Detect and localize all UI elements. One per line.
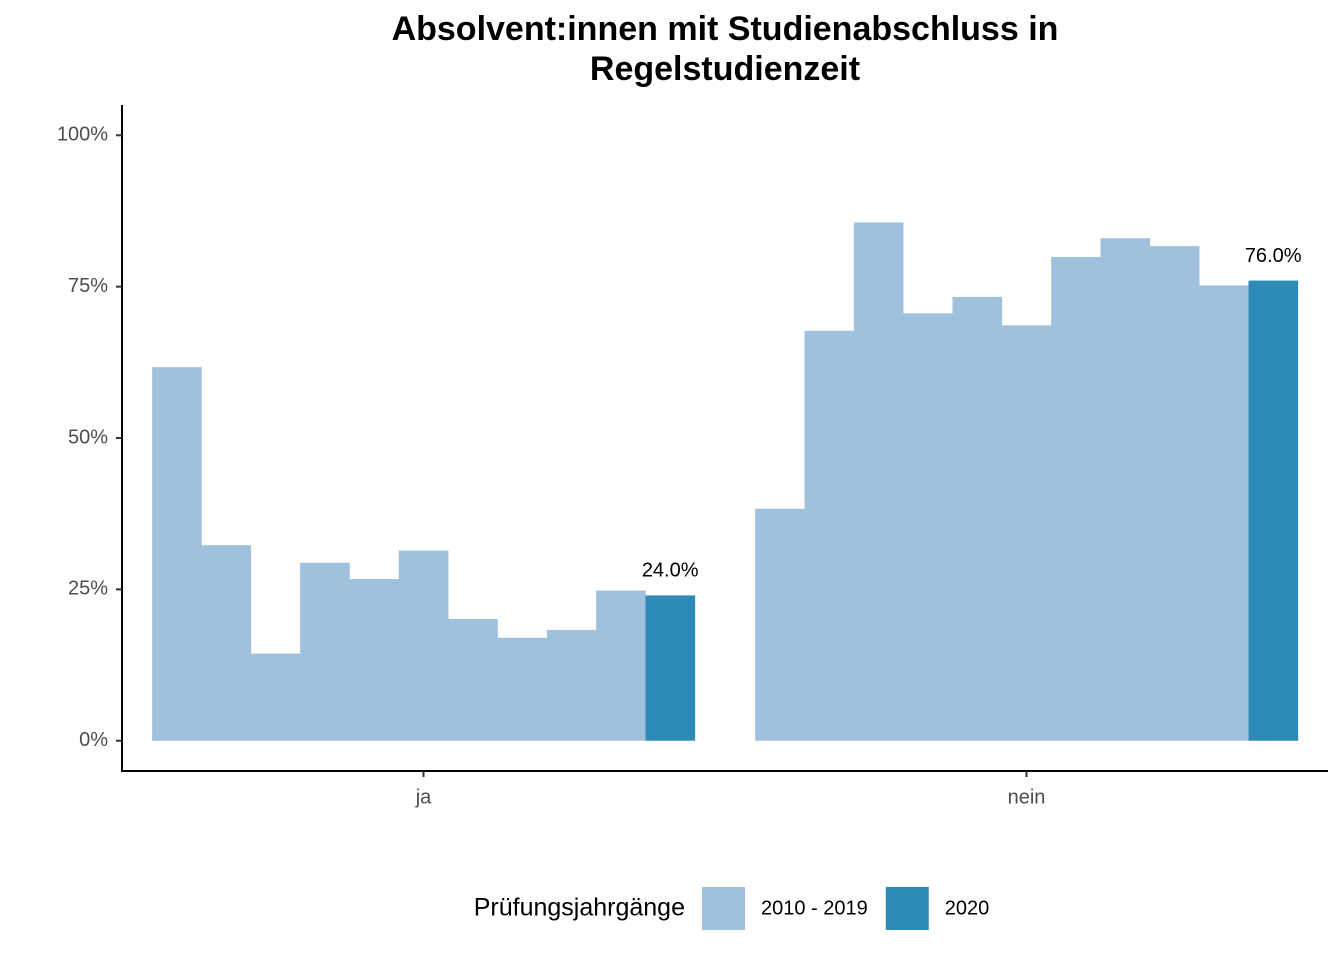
legend-swatch (702, 887, 745, 930)
bar (546, 629, 597, 741)
value-label: 24.0% (642, 560, 699, 582)
bar (1199, 285, 1249, 741)
y-tick-label: 100% (57, 124, 108, 146)
bar (152, 367, 202, 741)
x-tick-label: ja (415, 786, 432, 808)
bar (1001, 325, 1052, 741)
bar (250, 653, 301, 741)
bar (201, 545, 252, 741)
bar (1149, 246, 1200, 741)
bar (596, 590, 646, 741)
bar (1100, 238, 1151, 741)
bar (398, 550, 449, 741)
y-tick-label: 0% (79, 729, 108, 751)
legend-label: 2020 (945, 897, 990, 919)
legend-title: Prüfungsjahrgänge (474, 894, 685, 922)
bar (1051, 256, 1101, 741)
bar (448, 619, 498, 741)
y-tick-label: 25% (68, 578, 108, 600)
bar (645, 595, 696, 741)
bar (903, 313, 953, 741)
bar (952, 296, 1003, 741)
y-tick-label: 50% (68, 426, 108, 448)
chart-title: Regelstudienzeit (590, 50, 860, 88)
legend-swatch (885, 887, 929, 930)
bar (497, 637, 548, 741)
y-tick-label: 75% (68, 275, 108, 297)
value-label: 76.0% (1245, 245, 1302, 267)
bar (1248, 280, 1299, 741)
x-tick-label: nein (1008, 786, 1046, 808)
legend-label: 2010 - 2019 (761, 897, 868, 919)
bar (300, 562, 350, 741)
bar (804, 330, 855, 741)
bar (755, 508, 805, 741)
bar (349, 579, 400, 741)
bar (853, 222, 904, 741)
chart-title: Absolvent:innen mit Studienabschluss in (392, 10, 1059, 48)
